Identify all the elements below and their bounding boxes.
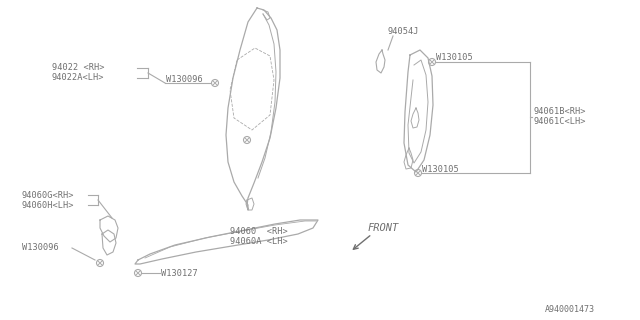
Text: FRONT: FRONT (368, 223, 399, 233)
Text: 94060A <LH>: 94060A <LH> (230, 237, 288, 246)
Text: 94054J: 94054J (388, 28, 419, 36)
Text: W130105: W130105 (422, 164, 459, 173)
Text: 94022 <RH>: 94022 <RH> (52, 63, 104, 73)
Text: 94061B<RH>: 94061B<RH> (534, 108, 586, 116)
Text: 94060G<RH>: 94060G<RH> (22, 190, 74, 199)
Text: 94061C<LH>: 94061C<LH> (534, 117, 586, 126)
Text: 94060  <RH>: 94060 <RH> (230, 228, 288, 236)
Text: 94022A<LH>: 94022A<LH> (52, 74, 104, 83)
Text: 94060H<LH>: 94060H<LH> (22, 201, 74, 210)
Text: W130127: W130127 (161, 268, 198, 277)
Text: W130096: W130096 (166, 75, 203, 84)
Text: A940001473: A940001473 (545, 306, 595, 315)
Text: W130096: W130096 (22, 244, 59, 252)
Text: W130105: W130105 (436, 53, 473, 62)
